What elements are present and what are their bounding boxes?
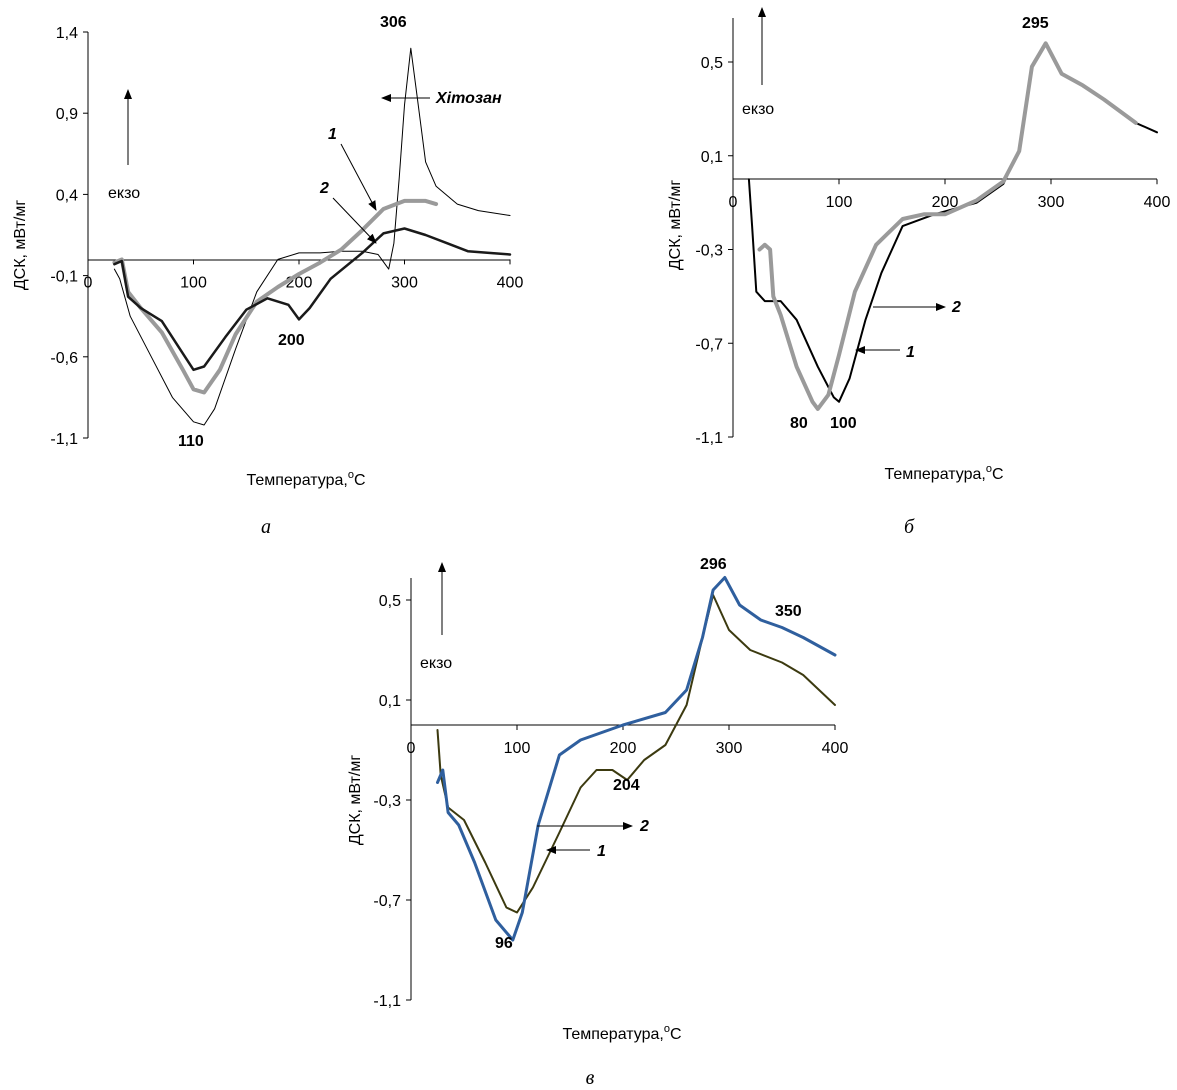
- exo-label-c: екзо: [420, 655, 452, 672]
- x-tick-label: 300: [391, 274, 418, 291]
- y-ticks-a: 1,4 0,9 0,4 -0,1 -0,6 -1,1: [50, 25, 88, 448]
- series-line-1: [747, 42, 1158, 403]
- x-ticks-b: 0 100 200 300 400: [729, 179, 1171, 211]
- series-line-2: [113, 227, 512, 372]
- x-label-sup-c: o: [664, 1023, 670, 1035]
- annotation-peak-306: 306: [380, 14, 407, 31]
- series-b: [747, 41, 1158, 411]
- y-tick-label: -1,1: [50, 431, 78, 448]
- annotation-chitosan: Хітозан: [435, 90, 502, 107]
- x-label-unit-b: C: [992, 466, 1004, 483]
- x-tick-label: 0: [407, 740, 416, 757]
- series-line-2: [757, 41, 1138, 411]
- x-label-text-b: Температура,: [884, 466, 985, 483]
- x-tick-label: 300: [1038, 194, 1065, 211]
- x-tick-label: 100: [826, 194, 853, 211]
- series-c: [436, 576, 837, 942]
- y-tick-label: 0,9: [56, 106, 78, 123]
- annotation-96: 96: [495, 935, 513, 952]
- x-tick-label: 400: [497, 274, 524, 291]
- annotation-curve-2-a: 2: [319, 180, 329, 197]
- y-tick-label: 0,1: [379, 693, 401, 710]
- y-tick-label: -0,6: [50, 350, 78, 367]
- x-axis-label-b: Температура,oC: [884, 463, 1003, 483]
- x-tick-label: 300: [716, 740, 743, 757]
- pointer-2-a: [332, 197, 377, 244]
- x-tick-label: 400: [822, 740, 849, 757]
- x-label-sup-a: o: [348, 469, 354, 481]
- annotation-110: 110: [178, 433, 204, 450]
- y-tick-label: 0,5: [701, 55, 723, 72]
- series-a: [112, 47, 512, 426]
- series-line-2: [436, 576, 837, 942]
- annotation-204: 204: [613, 777, 640, 794]
- annotation-curve-1-a: 1: [328, 126, 337, 143]
- x-tick-label: 200: [610, 740, 637, 757]
- annotation-curve-1-b: 1: [906, 344, 915, 361]
- x-tick-label: 200: [932, 194, 959, 211]
- annotation-200: 200: [278, 332, 305, 349]
- y-tick-label: -0,7: [373, 893, 401, 910]
- y-tick-label: -1,1: [373, 993, 401, 1010]
- annotation-curve-1-c: 1: [597, 843, 606, 860]
- pointer-1-a: [340, 143, 377, 211]
- y-axis-label-b: ДСК, мВт/мг: [667, 180, 684, 271]
- x-axis-label-c: Температура,oC: [562, 1023, 681, 1043]
- annotation-80: 80: [790, 415, 808, 432]
- series-line-1: [112, 198, 439, 395]
- chart-panel-c: 0,50,1-0,3-0,7-1,1 0 100 200 300 400 екзо 29…: [347, 556, 848, 1089]
- x-ticks-a: 0 100 200 300 400: [84, 259, 524, 291]
- annotation-curve-2-c: 2: [639, 818, 649, 835]
- panel-label-c: в: [586, 1067, 595, 1089]
- panel-label-a: а: [261, 516, 271, 538]
- y-ticks-b: 0,5 0,1 -0,3 -0,7 -1,1: [695, 55, 733, 447]
- y-tick-label: -1,1: [695, 430, 723, 447]
- y-tick-label: -0,3: [373, 793, 401, 810]
- chart-panel-a: 1,4 0,9 0,4 -0,1 -0,6 -1,1 0 100 200 300 400 екзо…: [12, 14, 523, 538]
- annotation-350: 350: [775, 603, 802, 620]
- y-axis-label-c: ДСК, мВт/мг: [347, 755, 364, 846]
- x-label-sup-b: o: [986, 463, 992, 475]
- x-label-unit-a: C: [354, 472, 366, 489]
- x-ticks-c: 0 100 200 300 400: [407, 725, 849, 757]
- exo-label-b: екзо: [742, 101, 774, 118]
- x-axis-label-a: Температура,oC: [246, 469, 365, 489]
- y-ticks-c: 0,5 0,1 -0,3 -0,7 -1,1: [373, 593, 411, 1010]
- y-tick-label: -0,3: [695, 243, 723, 260]
- y-tick-label: 0,5: [379, 593, 401, 610]
- y-tick-label: 1,4: [56, 25, 78, 42]
- x-tick-label: 400: [1144, 194, 1171, 211]
- annotation-peak-296: 296: [700, 556, 727, 573]
- annotation-100: 100: [830, 415, 857, 432]
- series-line-1: [436, 594, 836, 914]
- y-tick-label: 0,1: [701, 149, 723, 166]
- x-tick-label: 100: [180, 274, 207, 291]
- x-tick-label: 200: [286, 274, 313, 291]
- exo-label-a: екзо: [108, 185, 140, 202]
- y-tick-label: 0,4: [56, 187, 78, 204]
- y-tick-label: -0,7: [695, 336, 723, 353]
- y-tick-label: -0,1: [50, 269, 78, 286]
- x-tick-label: 100: [504, 740, 531, 757]
- x-label-text-c: Температура,: [562, 1026, 663, 1043]
- annotation-peak-295: 295: [1022, 15, 1049, 32]
- annotation-curve-2-b: 2: [951, 299, 961, 316]
- x-tick-label: 0: [729, 194, 738, 211]
- x-label-text-a: Температура,: [246, 472, 347, 489]
- x-tick-label: 0: [84, 274, 93, 291]
- axes-b: [732, 18, 1157, 437]
- x-label-unit-c: C: [670, 1026, 682, 1043]
- y-axis-label-a: ДСК, мВт/мг: [12, 200, 29, 291]
- chart-panel-b: 0,5 0,1 -0,3 -0,7 -1,1 0 100 200 300 400 екзо 29…: [667, 7, 1171, 538]
- panel-label-b: б: [904, 516, 915, 538]
